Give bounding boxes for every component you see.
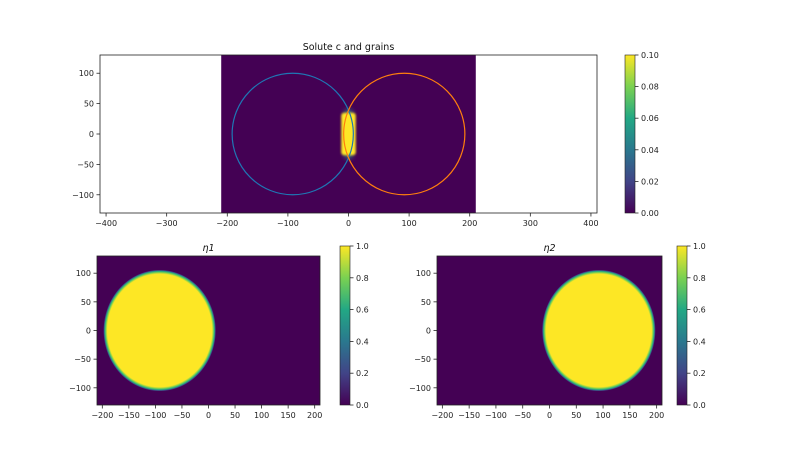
y-tick-label: 50	[84, 100, 94, 109]
colorbar-tick-label: 0.2	[356, 369, 369, 378]
colorbar-tick-label: 0.2	[693, 369, 706, 378]
x-tick-label: −300	[156, 219, 178, 228]
x-tick-label: 0	[206, 411, 211, 420]
x-tick-label: 100	[254, 411, 269, 420]
x-tick-label: 200	[307, 411, 322, 420]
y-tick-label: −50	[74, 355, 91, 364]
x-tick-label: −150	[118, 411, 140, 420]
y-tick-label: −100	[409, 384, 431, 393]
colorbar-tick-label: 0.6	[693, 306, 706, 315]
y-tick-label: −50	[414, 355, 431, 364]
subplot-2: −200 −150 −100 −50 0 50 100 150 200 −100 −50 0 50 100…	[69, 242, 369, 420]
subplot-title: η1	[202, 243, 214, 254]
x-tick-label: 50	[571, 411, 581, 420]
grain-contour-2	[343, 72, 466, 196]
colorbar	[339, 245, 351, 406]
grain-region	[542, 269, 656, 392]
y-tick-label: −100	[72, 191, 94, 200]
x-tick-label: 200	[649, 411, 664, 420]
y-tick-label: 50	[81, 298, 91, 307]
colorbar-tick-label: 0.0	[693, 401, 706, 410]
x-tick-label: 300	[523, 219, 538, 228]
x-tick-label: 100	[401, 219, 416, 228]
plot-area	[437, 256, 662, 405]
grain-region	[103, 269, 216, 392]
x-tick-label: 200	[462, 219, 477, 228]
subplot-title: η2	[543, 243, 555, 254]
y-tick-label: 100	[79, 69, 94, 78]
colorbar-tick-label: 0.04	[641, 146, 659, 155]
y-tick-label: 0	[89, 130, 94, 139]
colorbar-tick-label: 0.8	[356, 274, 369, 283]
colorbar-tick-label: 0.0	[356, 401, 369, 410]
colorbar-tick-label: 0.06	[641, 114, 659, 123]
x-tick-label: −200	[91, 411, 113, 420]
x-tick-label: −400	[95, 219, 117, 228]
colorbar-tick-label: 0.08	[641, 83, 659, 92]
x-tick-label: −100	[485, 411, 507, 420]
subplot-title: Solute c and grains	[303, 42, 395, 53]
colorbar-tick-label: 0.10	[641, 51, 659, 60]
x-tick-label: −100	[277, 219, 299, 228]
plot-area	[97, 256, 320, 405]
colorbar-tick-label: 0.6	[356, 306, 369, 315]
x-tick-label: 150	[281, 411, 296, 420]
colorbar-tick-label: 0.00	[641, 209, 659, 218]
y-tick-label: 50	[421, 298, 431, 307]
colorbar-tick-label: 0.4	[356, 337, 369, 346]
x-tick-label: 0	[346, 219, 351, 228]
subplot-1: −400 −300 −200 −100 0 100 200 300 400 −100 −50 0 50 1…	[72, 42, 659, 228]
x-tick-label: 400	[583, 219, 598, 228]
y-tick-label: −100	[69, 384, 91, 393]
x-tick-label: −100	[144, 411, 166, 420]
grain-contour-1	[231, 72, 354, 196]
colorbar-tick-label: 0.8	[693, 274, 706, 283]
x-tick-label: 100	[595, 411, 610, 420]
x-tick-label: −200	[216, 219, 238, 228]
x-tick-label: 50	[230, 411, 240, 420]
y-tick-label: 100	[76, 269, 91, 278]
y-tick-label: 0	[86, 327, 91, 336]
x-tick-label: −150	[458, 411, 480, 420]
colorbar	[676, 245, 688, 406]
y-tick-label: 0	[426, 327, 431, 336]
x-tick-label: −200	[431, 411, 453, 420]
subplot-3: −200 −150 −100 −50 0 50 100 150 200 −100 −50 0 50 100…	[409, 242, 706, 420]
plot-area	[221, 55, 476, 213]
colorbar	[624, 54, 636, 214]
x-tick-label: 0	[547, 411, 552, 420]
y-tick-label: −50	[77, 160, 94, 169]
y-tick-label: 100	[416, 269, 431, 278]
x-tick-label: 150	[622, 411, 637, 420]
colorbar-tick-label: 0.02	[641, 177, 659, 186]
colorbar-tick-label: 0.4	[693, 337, 706, 346]
colorbar-tick-label: 1.0	[693, 242, 706, 251]
colorbar-tick-label: 1.0	[356, 242, 369, 251]
x-tick-label: −50	[514, 411, 531, 420]
x-tick-label: −50	[174, 411, 191, 420]
